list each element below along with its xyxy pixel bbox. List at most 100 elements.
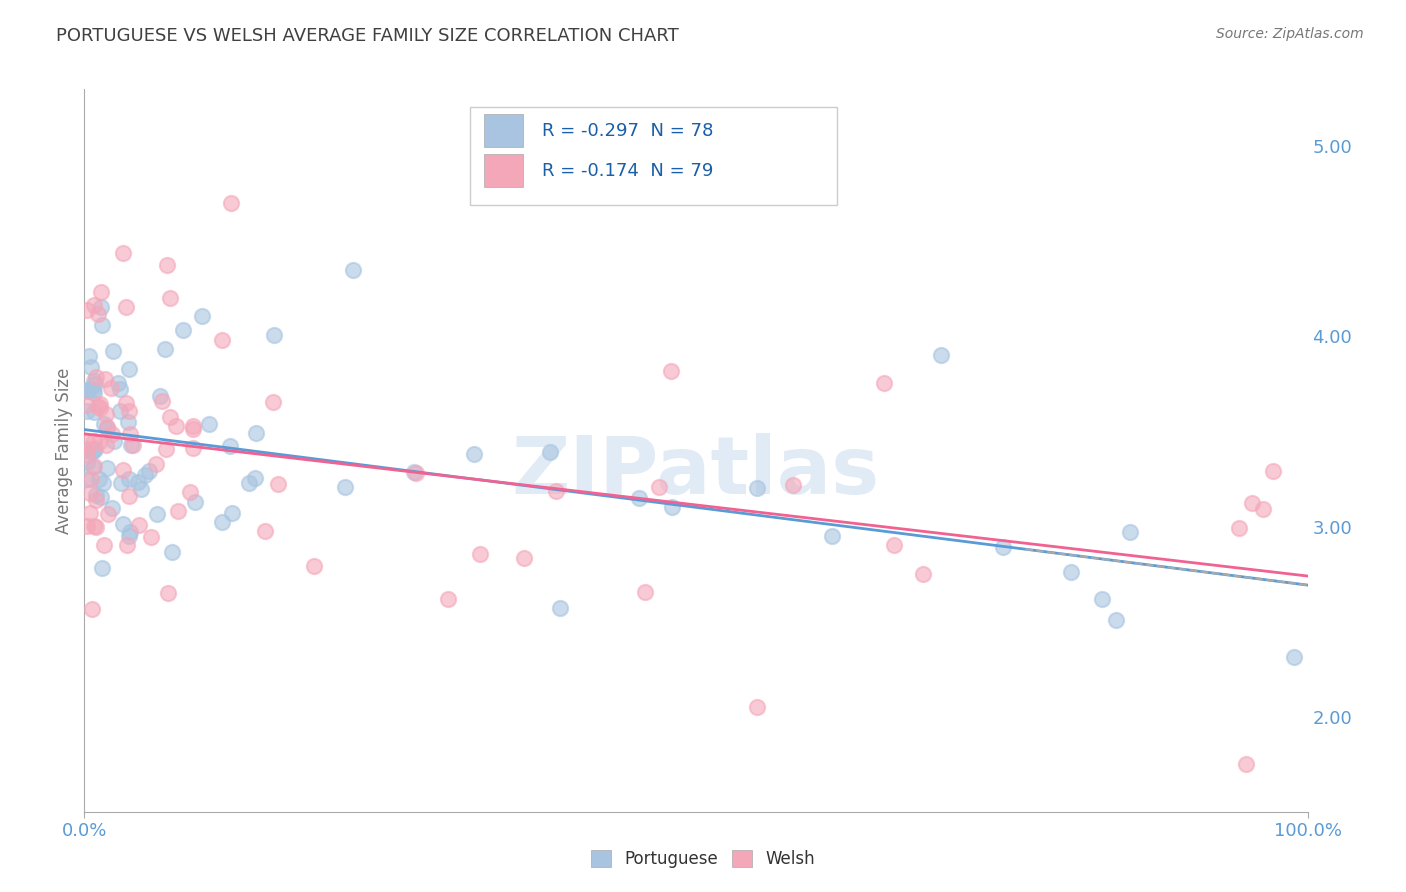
Point: [84, 376, 107, 391]
Point: [76, 404, 98, 418]
Point: [97, 507, 120, 521]
Point: [118, 489, 141, 503]
Point: [342, 262, 364, 277]
Point: [86, 519, 108, 533]
Point: [87, 400, 110, 414]
Point: [82, 383, 104, 397]
Point: [77, 383, 100, 397]
Point: [91, 318, 114, 333]
Point: [76, 384, 98, 398]
Point: [156, 258, 179, 272]
Point: [89, 397, 111, 411]
Point: [165, 418, 187, 433]
FancyBboxPatch shape: [484, 114, 523, 147]
Point: [107, 376, 129, 390]
Point: [150, 394, 173, 409]
Point: [83, 518, 105, 533]
Point: [83, 434, 105, 448]
Point: [87, 472, 110, 486]
Point: [83, 385, 105, 400]
Point: [513, 550, 536, 565]
Point: [79, 506, 101, 520]
Point: [84, 370, 107, 384]
Point: [544, 484, 567, 499]
Point: [159, 410, 181, 425]
Point: [1227, 521, 1250, 535]
Point: [118, 472, 141, 486]
Point: [96, 421, 118, 435]
Point: [659, 363, 682, 377]
Point: [155, 342, 177, 356]
Point: [661, 500, 683, 515]
Point: [129, 482, 152, 496]
Point: [1105, 613, 1128, 627]
Point: [84, 493, 107, 508]
Point: [94, 407, 117, 421]
Point: [89, 401, 111, 416]
Point: [634, 584, 657, 599]
Point: [648, 480, 671, 494]
Point: [149, 389, 172, 403]
Point: [80, 444, 103, 458]
Point: [160, 545, 183, 559]
Point: [76, 442, 98, 457]
Y-axis label: Average Family Size: Average Family Size: [55, 368, 73, 533]
Point: [211, 515, 233, 529]
Point: [167, 504, 190, 518]
Point: [538, 444, 561, 458]
Point: [83, 405, 105, 419]
Point: [782, 478, 804, 492]
Point: [120, 438, 142, 452]
Point: [76, 519, 98, 533]
Point: [93, 538, 115, 552]
Point: [437, 592, 460, 607]
Point: [1091, 591, 1114, 606]
Point: [138, 464, 160, 478]
Point: [93, 371, 115, 385]
Point: [76, 398, 98, 412]
Point: [911, 567, 934, 582]
Point: [76, 434, 98, 449]
Point: [172, 323, 194, 337]
Point: [991, 540, 1014, 554]
Point: [90, 300, 112, 314]
Point: [76, 472, 98, 486]
Point: [111, 463, 134, 477]
Point: [627, 491, 650, 506]
Point: [76, 384, 98, 398]
Point: [101, 500, 124, 515]
Point: [76, 302, 98, 317]
Point: [221, 506, 243, 520]
Point: [883, 538, 905, 552]
Point: [118, 362, 141, 376]
Point: [1118, 525, 1140, 540]
Point: [929, 348, 952, 362]
Point: [86, 307, 108, 321]
Point: [1282, 650, 1305, 665]
Point: [83, 298, 105, 312]
Point: [82, 460, 104, 475]
Point: [821, 529, 844, 543]
Point: [96, 420, 118, 434]
Point: [238, 476, 260, 491]
Point: [79, 350, 101, 364]
Point: [218, 439, 240, 453]
Point: [335, 480, 357, 494]
Text: PORTUGUESE VS WELSH AVERAGE FAMILY SIZE CORRELATION CHART: PORTUGUESE VS WELSH AVERAGE FAMILY SIZE …: [56, 27, 679, 45]
Point: [211, 334, 233, 348]
Point: [145, 458, 167, 472]
Point: [181, 418, 204, 433]
Point: [79, 485, 101, 500]
Point: [155, 442, 177, 456]
Point: [84, 442, 107, 456]
Point: [84, 488, 107, 502]
Point: [1240, 495, 1263, 509]
Point: [179, 485, 201, 500]
Point: [90, 490, 112, 504]
Point: [83, 458, 105, 473]
Point: [83, 442, 105, 457]
Legend: Portuguese, Welsh: Portuguese, Welsh: [585, 843, 821, 875]
Text: R = -0.297  N = 78: R = -0.297 N = 78: [541, 122, 713, 140]
Point: [463, 447, 485, 461]
Point: [118, 529, 141, 543]
